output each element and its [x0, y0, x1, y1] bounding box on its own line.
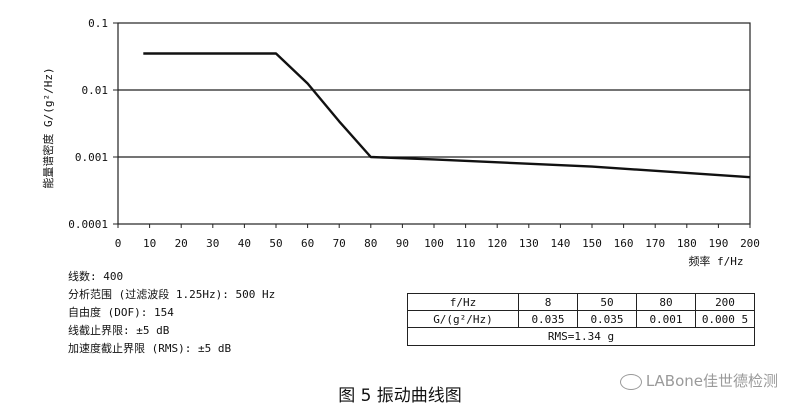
x-tick-label: 120	[487, 237, 507, 250]
breakpoint-table: f/Hz 8 50 80 200 G/(g²/Hz) 0.035 0.035 0…	[407, 293, 755, 346]
x-tick-label: 100	[424, 237, 444, 250]
x-tick-label: 60	[301, 237, 314, 250]
table-cell: 0.035	[518, 310, 578, 328]
param-dof: 自由度 (DOF): 154	[68, 306, 174, 319]
rms-value: RMS=1.34 g	[407, 327, 755, 346]
x-tick-label: 140	[550, 237, 570, 250]
x-tick-label: 30	[206, 237, 219, 250]
x-tick-label: 50	[269, 237, 282, 250]
param-analysis-range: 分析范围 (过滤波段 1.25Hz): 500 Hz	[68, 288, 276, 301]
table-cell: 0.001	[636, 310, 696, 328]
param-line-count: 线数: 400	[68, 270, 124, 283]
table-cell: 80	[636, 293, 696, 311]
x-tick-label: 40	[238, 237, 251, 250]
x-tick-label: 130	[519, 237, 539, 250]
table-cell: 50	[577, 293, 637, 311]
x-tick-label: 0	[115, 237, 122, 250]
table-header-frequency: f/Hz	[407, 293, 519, 311]
x-tick-label: 80	[364, 237, 377, 250]
watermark: LABone佳世德检测	[619, 370, 778, 391]
param-rms-limit: 加速度截止界限 (RMS): ±5 dB	[68, 342, 232, 355]
x-tick-label: 190	[708, 237, 728, 250]
y-tick-label: 0.01	[82, 84, 109, 97]
psd-curve	[143, 52, 751, 179]
table-row: RMS=1.34 g	[407, 327, 755, 346]
analysis-parameters: 线数: 400 分析范围 (过滤波段 1.25Hz): 500 Hz 自由度 (…	[68, 268, 275, 358]
x-axis-label: 频率 f/Hz	[688, 254, 743, 268]
y-axis-label: 能量谱密度 G/(g²/Hz)	[41, 67, 55, 188]
psd-chart: 0.1 0.01 0.001 0.0001 0 10 20 30 40 50 60 70 80 90 10…	[41, 17, 760, 268]
table-cell: 8	[518, 293, 578, 311]
x-tick-label: 70	[333, 237, 346, 250]
table-header-psd: G/(g²/Hz)	[407, 310, 519, 328]
x-tick-label: 170	[645, 237, 665, 250]
table-row: G/(g²/Hz) 0.035 0.035 0.001 0.000 5	[407, 310, 755, 328]
x-tick-label: 10	[143, 237, 156, 250]
y-tick-label: 0.001	[75, 151, 108, 164]
x-tick-label: 200	[740, 237, 760, 250]
x-tick-label: 150	[582, 237, 602, 250]
x-tick-label: 90	[396, 237, 409, 250]
x-tick-label: 180	[677, 237, 697, 250]
figure-caption: 图 5 振动曲线图	[338, 386, 462, 406]
table-row: f/Hz 8 50 80 200	[407, 293, 755, 311]
x-tick-label: 160	[614, 237, 634, 250]
wechat-icon	[619, 373, 642, 390]
y-tick-label: 0.1	[88, 17, 108, 30]
watermark-text: LABone佳世德检测	[645, 372, 778, 390]
param-line-limit: 线截止界限: ±5 dB	[68, 324, 170, 337]
table-cell: 0.000 5	[695, 310, 755, 328]
x-tick-label: 20	[175, 237, 188, 250]
table-cell: 200	[695, 293, 755, 311]
table-cell: 0.035	[577, 310, 637, 328]
x-tick-label: 110	[456, 237, 476, 250]
y-tick-label: 0.0001	[68, 218, 108, 231]
